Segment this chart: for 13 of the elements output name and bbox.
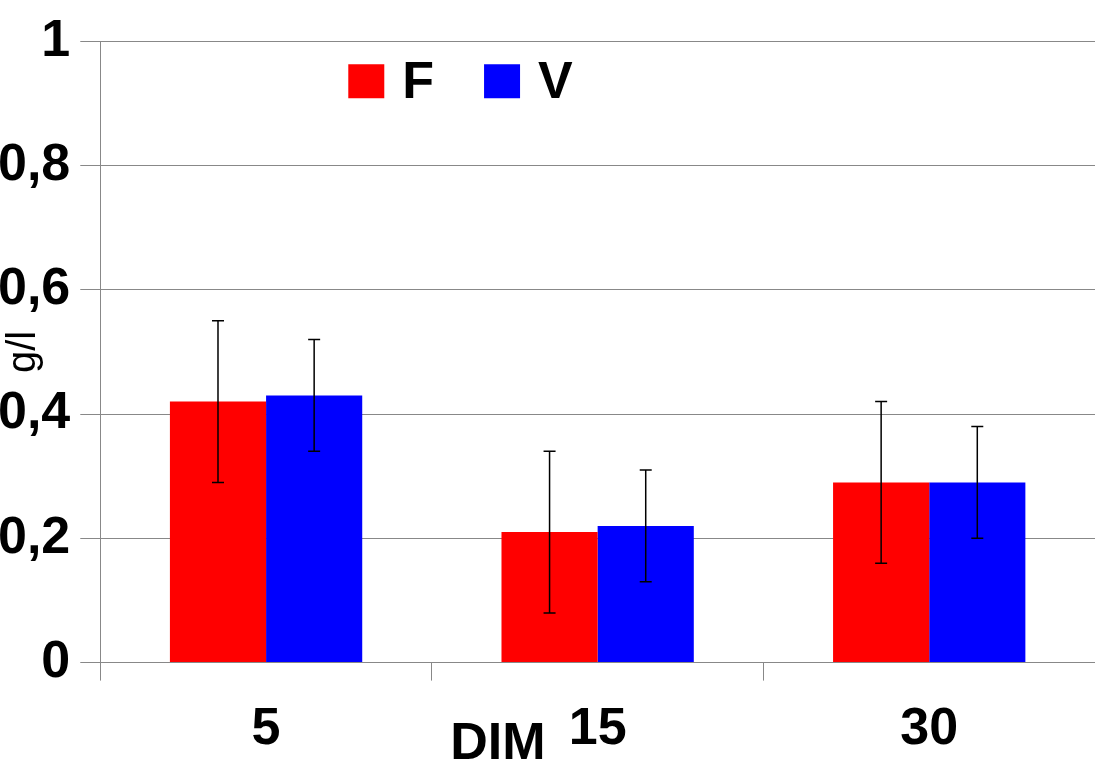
x-axis-title: DIM xyxy=(450,712,546,771)
legend-label: F xyxy=(402,50,435,109)
y-tick-label: 0,6 xyxy=(0,257,71,316)
legend-label: V xyxy=(538,50,574,109)
y-tick-label: 1 xyxy=(41,8,71,67)
x-tick-label: 5 xyxy=(251,697,281,756)
x-tick-label: 15 xyxy=(568,697,627,756)
y-tick-label: 0 xyxy=(41,629,71,688)
x-tick-label: 30 xyxy=(900,697,959,756)
y-tick-label: 0,2 xyxy=(0,505,71,564)
y-axis-title: g/l xyxy=(0,330,44,374)
y-tick-label: 0,4 xyxy=(0,381,71,440)
y-tick-label: 0,8 xyxy=(0,132,71,191)
